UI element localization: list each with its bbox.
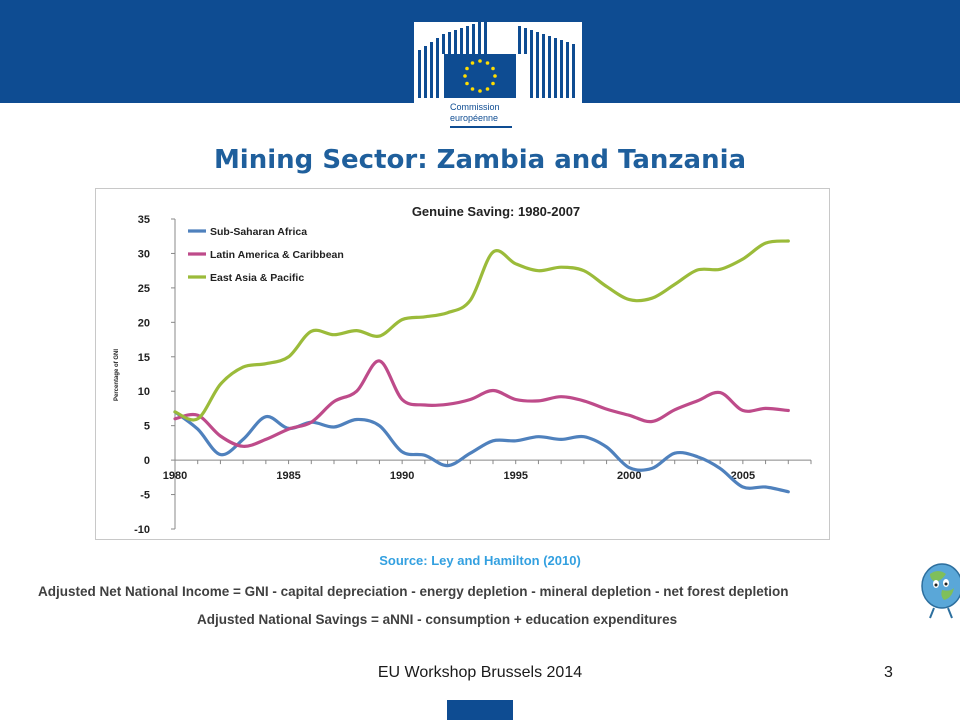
legend-label: East Asia & Pacific <box>210 272 304 284</box>
y-tick-label: 15 <box>138 352 150 364</box>
eu-star-icon <box>465 81 469 86</box>
y-tick-label: 35 <box>138 214 150 226</box>
legend-label: Latin America & Caribbean <box>210 249 344 261</box>
y-tick-label: 0 <box>144 455 150 467</box>
adjusted-savings-formula: Adjusted National Savings = aNNI - consu… <box>197 612 678 627</box>
y-tick-label: 10 <box>138 386 150 398</box>
x-tick-label: 1995 <box>503 470 527 482</box>
page-number: 3 <box>884 664 893 681</box>
y-tick-label: 5 <box>144 421 150 433</box>
series-line-sub-saharan-africa <box>173 410 790 494</box>
eu-star-icon <box>478 59 482 63</box>
y-tick-label: 30 <box>138 248 150 260</box>
genuine-saving-chart: Genuine Saving: 1980-2007 Percentage of … <box>114 204 812 536</box>
european-commission-logo: Commission européenne <box>414 22 582 134</box>
legend-label: Sub-Saharan Africa <box>210 226 307 238</box>
x-tick-label: 1980 <box>163 470 187 482</box>
eu-star-icon <box>465 66 469 71</box>
adjusted-nni-formula: Adjusted Net National Income = GNI - cap… <box>38 584 789 599</box>
y-tick-label: -5 <box>140 490 150 502</box>
footer-tab <box>447 700 513 720</box>
series-line-east-asia-pacific <box>173 239 790 422</box>
eu-star-icon <box>491 81 495 86</box>
x-tick-label: 1990 <box>390 470 414 482</box>
slide-title: Mining Sector: Zambia and Tanzania <box>213 145 747 175</box>
series-line-latin-america-caribbean <box>173 359 790 448</box>
eu-star-icon <box>470 87 475 91</box>
eu-star-icon <box>491 66 495 71</box>
globe-mascot-icon <box>921 563 960 619</box>
eu-star-icon <box>493 74 497 78</box>
x-tick-label: 1985 <box>276 470 300 482</box>
chart-source: Source: Ley and Hamilton (2010) <box>379 553 581 568</box>
y-axis-label: Percentage of GNI <box>114 349 120 401</box>
eu-star-icon <box>478 89 482 93</box>
logo-text-line2: européenne <box>450 113 498 123</box>
x-tick-label: 2005 <box>731 470 755 482</box>
y-tick-label: 25 <box>138 283 150 295</box>
eu-star-icon <box>485 61 490 65</box>
x-tick-label: 2000 <box>617 470 641 482</box>
chart-title: Genuine Saving: 1980-2007 <box>412 204 580 219</box>
chart-frame: Genuine Saving: 1980-2007 Percentage of … <box>95 188 830 540</box>
eu-star-icon <box>485 87 490 91</box>
footer-text: EU Workshop Brussels 2014 <box>377 664 583 681</box>
y-tick-label: -10 <box>134 524 150 536</box>
logo-text-line1: Commission <box>450 102 500 112</box>
eu-star-icon <box>470 61 475 65</box>
y-tick-label: 20 <box>138 317 150 329</box>
eu-star-icon <box>463 74 467 78</box>
